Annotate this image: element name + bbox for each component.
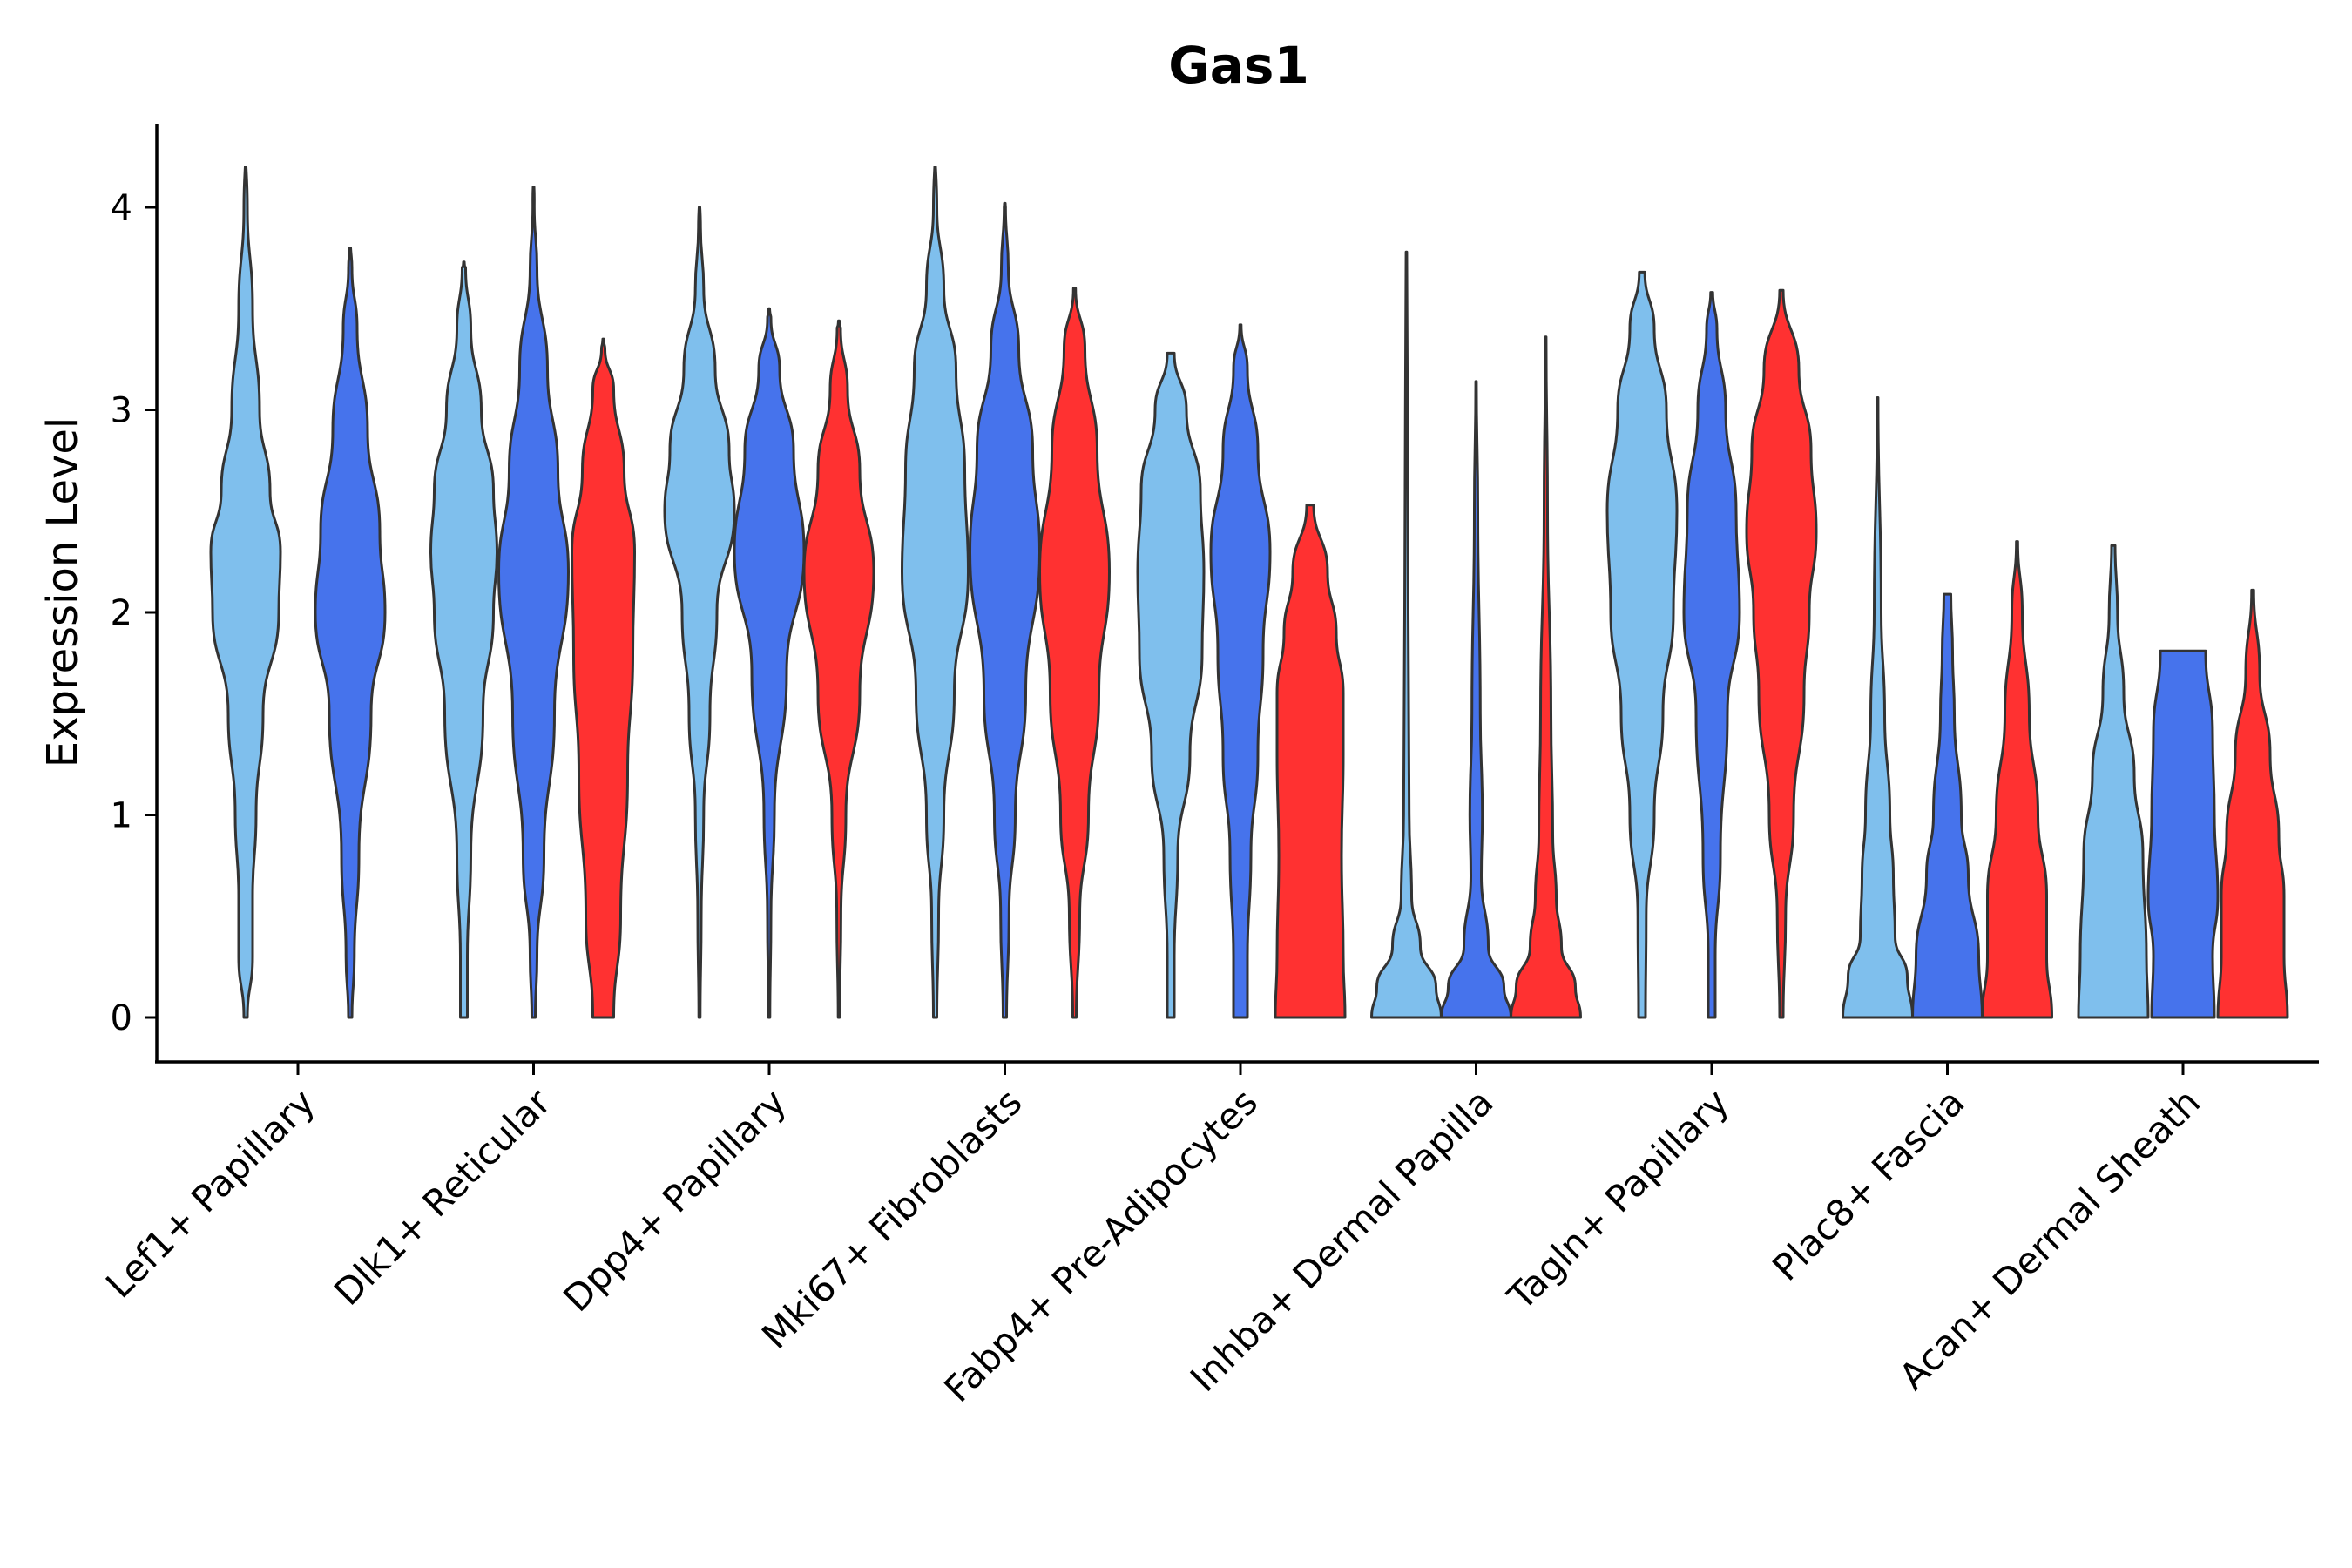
violin-layer	[209, 166, 2289, 1019]
violin-light	[1605, 270, 1679, 1019]
violin-red	[1981, 540, 2053, 1019]
violin-blue	[497, 186, 570, 1019]
violin-red	[802, 319, 875, 1019]
violin-light	[2077, 544, 2150, 1019]
violin-blue	[969, 201, 1041, 1019]
violin-light	[663, 206, 736, 1019]
violin-red	[571, 337, 636, 1019]
x-tick-label: Tagln+ Papillary	[1499, 1080, 1737, 1318]
violin-light	[209, 166, 282, 1019]
violin-red	[1038, 287, 1111, 1019]
violin-light	[901, 166, 970, 1019]
y-tick-label: 3	[111, 391, 132, 431]
chart-title: Gas1	[1168, 36, 1309, 95]
violin-blue	[2146, 649, 2220, 1019]
y-ticks: 0 1 2 3 4	[111, 188, 157, 1038]
axes	[155, 124, 2319, 1064]
violin-blue	[314, 247, 387, 1019]
y-tick-label: 0	[111, 998, 132, 1038]
x-tick-label: Mki67+ Fibroblasts	[754, 1080, 1030, 1356]
violin-blue	[1682, 291, 1741, 1019]
x-tick-label: Dpp4+ Papillary	[555, 1080, 794, 1320]
y-tick-label: 4	[111, 188, 132, 228]
violin-red	[1510, 335, 1582, 1019]
y-axis-label: Expression Level	[38, 417, 87, 768]
x-tick-label: Dlk1+ Reticular	[326, 1080, 559, 1314]
y-tick-label: 2	[111, 593, 132, 633]
violin-blue	[1911, 592, 1984, 1019]
violin-red	[1274, 504, 1347, 1019]
violin-light	[429, 260, 498, 1019]
violin-light	[1136, 351, 1206, 1019]
violin-light	[1842, 396, 1914, 1019]
violin-red	[2216, 588, 2289, 1019]
y-tick-label: 1	[111, 796, 132, 836]
violin-blue	[1440, 380, 1512, 1019]
violin-blue	[733, 307, 806, 1019]
x-tick-label: Plac8+ Fascia	[1764, 1080, 1972, 1288]
violin-light	[1370, 250, 1443, 1019]
violin-blue	[1209, 323, 1272, 1019]
violin-red	[1745, 288, 1818, 1019]
x-tick-label: Lef1+ Papillary	[98, 1080, 323, 1306]
